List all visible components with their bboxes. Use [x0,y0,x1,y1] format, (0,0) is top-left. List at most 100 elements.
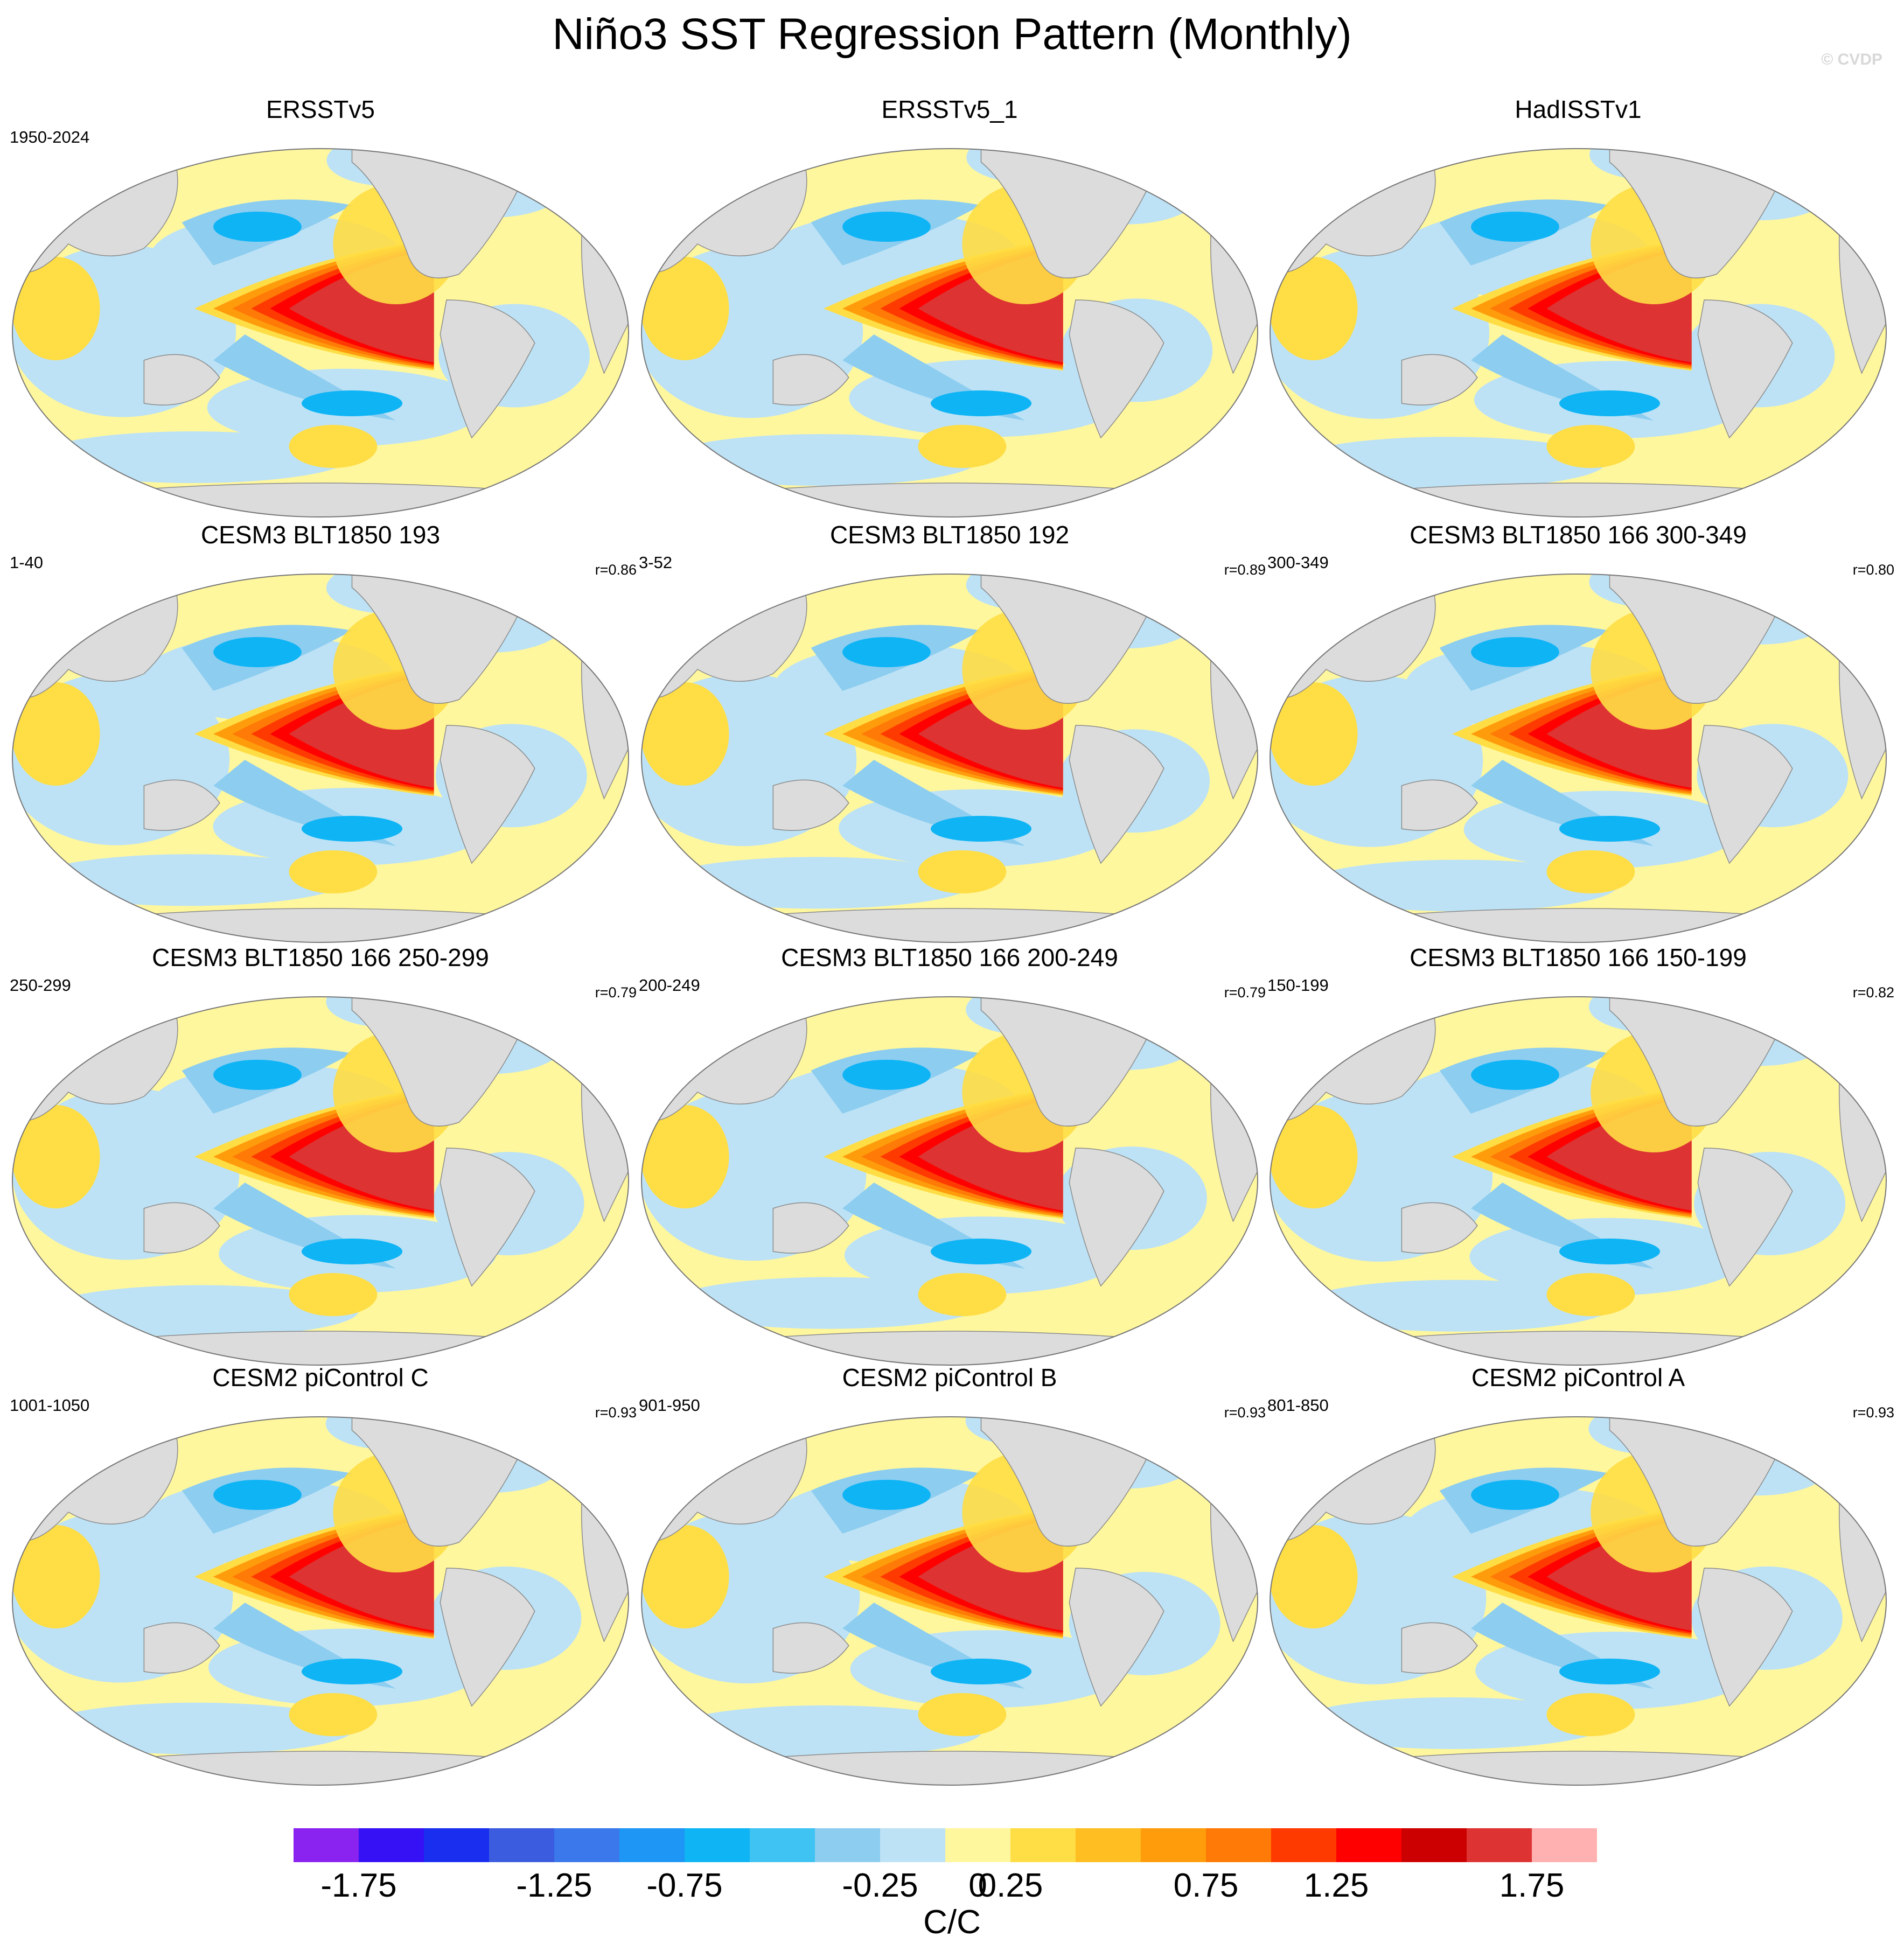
land-mass [1075,149,1190,150]
colorbar-swatch [1010,1828,1076,1862]
map-panel: CESM3 BLT1850 166 200-249 200-249 r=0.79 [634,941,1266,1372]
colorbar-swatch [945,1828,1010,1862]
map-panel: CESM2 piControl C 1001-1050 r=0.93 [5,1361,637,1792]
sst-map [1270,1416,1887,1786]
colorbar-swatch [1206,1828,1271,1862]
land-mass [445,997,561,998]
colorbar-tick-label: 1.75 [1500,1867,1565,1904]
north-horseshoe-core [842,1060,931,1090]
colorbar-swatch [1141,1828,1206,1862]
land-mass [1697,725,1793,864]
colorbar-swatch [750,1828,815,1862]
indian-ocean-warm [641,682,729,786]
south-pacific-warm [1546,425,1635,468]
land-mass [1075,1417,1190,1418]
land-mass [641,482,1258,517]
colorbar-tick-label: 1.25 [1304,1867,1369,1904]
south-horseshoe-core [301,1659,403,1684]
south-pacific-warm [1546,850,1635,893]
panel-period: 1-40 [10,553,44,572]
map-panel: CESM2 piControl B 901-950 r=0.93 [634,1361,1266,1792]
south-pacific-warm [289,425,378,468]
land-mass [440,299,535,439]
land-mass [1703,149,1818,150]
panel-title: CESM3 BLT1850 166 150-199 [1410,943,1747,971]
colorbar-swatch [1076,1828,1141,1862]
land-mass [1069,299,1164,439]
land-mass [1697,299,1793,439]
panel-title: CESM2 piControl B [842,1363,1057,1391]
sst-map [641,996,1258,1366]
sst-map [1270,996,1887,1366]
map-panel: CESM3 BLT1850 166 250-299 250-299 r=0.79 [5,941,637,1372]
land-mass [772,779,849,831]
land-mass [772,1622,849,1674]
land-mass [1270,1751,1886,1785]
map-panel: ERSSTv5_1 [634,93,1265,524]
colorbar-swatch [1532,1828,1597,1862]
land-mass [12,1751,629,1785]
south-pacific-warm [918,425,1007,468]
colorbar-swatch [685,1828,750,1862]
land-mass [440,725,535,864]
south-horseshoe-core [930,1659,1032,1684]
land-mass [1697,1148,1793,1287]
map-border [1270,574,1887,943]
map-border [1270,1416,1887,1786]
colorbar-tick-label: -1.25 [516,1867,592,1904]
panel-period: 901-950 [639,1396,700,1415]
colorbar-tick-label: 0 [968,1867,987,1904]
panel-title: CESM2 piControl C [212,1363,429,1391]
colorbar-unit: C/C [923,1904,981,1941]
panel-period: 150-199 [1267,976,1329,995]
map-border [641,1416,1258,1786]
south-horseshoe-core [930,1239,1032,1264]
indian-ocean-warm [641,1525,729,1628]
land-mass [1069,1568,1164,1707]
map-border [12,996,629,1366]
panel-period: 300-349 [1267,553,1329,572]
panel-period: 801-850 [1267,1396,1329,1415]
south-pacific-warm [289,1693,378,1736]
colorbar-swatch [1467,1828,1532,1862]
sst-map [641,148,1258,518]
panel-title: CESM3 BLT1850 193 [200,521,441,549]
weak-negative-region [671,1277,986,1329]
north-horseshoe-core [1471,637,1559,667]
panel-title: CESM3 BLT1850 166 250-299 [152,943,489,971]
map-border [641,574,1258,943]
north-horseshoe-core [213,212,302,242]
panel-title: CESM3 BLT1850 192 [829,521,1070,549]
sst-map [1270,574,1887,943]
panel-correlation: r=0.93 [595,1404,637,1421]
land-mass [143,1622,220,1674]
map-border [641,996,1258,1366]
south-horseshoe-core [1559,390,1661,416]
panel-correlation: r=0.82 [1852,984,1894,1001]
land-mass [772,354,849,405]
panel-correlation: r=0.79 [595,984,637,1001]
south-horseshoe-core [301,390,403,416]
panel-correlation: r=0.93 [1224,1404,1266,1421]
map-border [12,574,629,943]
land-mass [1075,574,1190,575]
colorbar-swatch [359,1828,424,1862]
panel-correlation: r=0.89 [1224,562,1266,578]
panel-correlation: r=0.79 [1224,984,1266,1001]
south-pacific-warm [289,1273,378,1316]
colorbar-swatch [1336,1828,1401,1862]
weak-negative-region [1302,859,1617,912]
north-horseshoe-core [213,1480,302,1510]
panel-period: 3-52 [639,553,673,572]
colorbar-swatch [294,1828,359,1862]
colorbar-swatch [489,1828,554,1862]
panel-period: 1001-1050 [10,1396,90,1415]
panel-period: 250-299 [10,976,71,995]
panel-title: CESM2 piControl A [1471,1363,1685,1391]
south-horseshoe-core [301,1239,403,1264]
panel-correlation: r=0.86 [595,562,637,578]
colorbar-tick-label: -0.25 [842,1867,918,1904]
map-border [12,1416,629,1786]
panel-title: ERSSTv5_1 [881,95,1018,123]
land-mass [1401,779,1478,831]
